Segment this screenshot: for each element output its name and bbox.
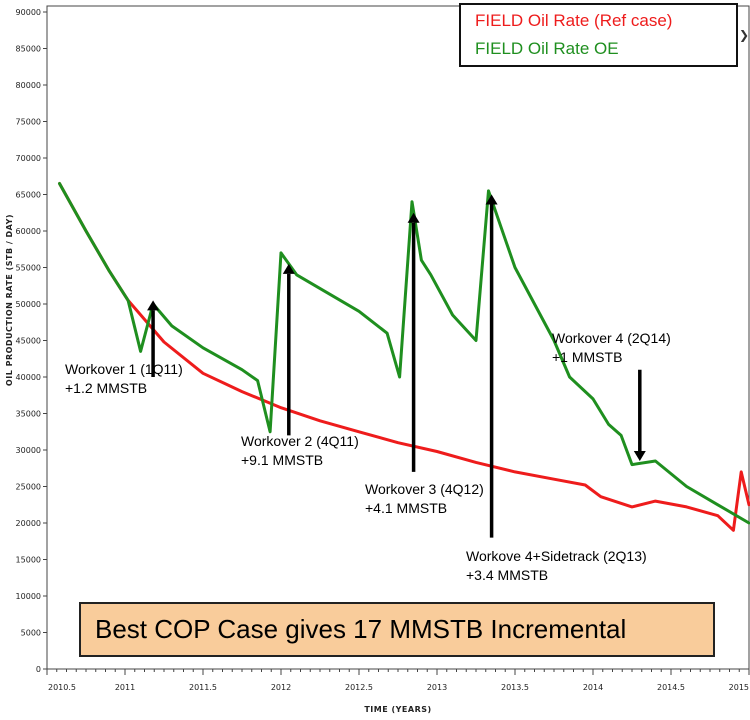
y-tick-label: 45000 xyxy=(16,337,41,346)
annotation-arrowhead xyxy=(485,194,498,205)
svg-text:❯: ❯ xyxy=(739,28,749,42)
x-tick-label: 2015 xyxy=(729,683,749,692)
legend-entry-ref-case: FIELD Oil Rate (Ref case) xyxy=(475,11,673,30)
series-line-ref-case xyxy=(58,182,750,532)
annotation-value: +1 MMSTB xyxy=(552,349,622,365)
plot-area xyxy=(46,5,750,670)
y-tick-label: 55000 xyxy=(16,264,41,273)
x-tick-label: 2013 xyxy=(427,683,447,692)
annotation-arrowhead xyxy=(282,263,295,274)
x-tick-label: 2012.5 xyxy=(345,683,373,692)
annotation-label: Workove 4+Sidetrack (2Q13) xyxy=(466,548,647,564)
x-axis-label: TIME (YEARS) xyxy=(364,705,431,714)
y-tick-label: 10000 xyxy=(16,592,41,601)
x-tick-label: 2012 xyxy=(271,683,291,692)
x-tick-label: 2014 xyxy=(583,683,603,692)
y-tick-label: 50000 xyxy=(16,300,41,309)
legend-entry-oe: FIELD Oil Rate OE xyxy=(475,39,619,58)
y-tick-label: 0 xyxy=(36,665,41,674)
series-group xyxy=(58,182,750,532)
x-tick-label: 2013.5 xyxy=(501,683,529,692)
y-tick-label: 90000 xyxy=(16,8,41,17)
y-tick-label: 40000 xyxy=(16,373,41,382)
annotation-arrowhead xyxy=(633,450,646,461)
annotation-value: +3.4 MMSTB xyxy=(466,567,548,583)
y-tick-label: 75000 xyxy=(16,118,41,127)
x-tick-label: 2010.5 xyxy=(48,683,76,692)
annotation-value: +4.1 MMSTB xyxy=(365,500,447,516)
y-tick-label: 35000 xyxy=(16,410,41,419)
annotation-arrowhead xyxy=(147,300,160,311)
annotation-value: +1.2 MMSTB xyxy=(65,380,147,396)
y-tick-label: 60000 xyxy=(16,227,41,236)
annotation-label: Workover 1 (1Q11) xyxy=(65,361,183,377)
y-tick-label: 15000 xyxy=(16,556,41,565)
x-tick-label: 2011 xyxy=(115,683,135,692)
y-tick-label: 80000 xyxy=(16,81,41,90)
x-tick-label: 2014.5 xyxy=(657,683,685,692)
legend: FIELD Oil Rate (Ref case) FIELD Oil Rate… xyxy=(459,3,738,67)
x-axis: 2010.5 2011 2011.5 2012 2012.5 2013 2013.5 2014… xyxy=(46,669,750,692)
annotation-label: Workover 3 (4Q12) xyxy=(365,481,484,497)
y-axis: 0 5000 10000 15000 20000 25000 30000 35000 40000… xyxy=(16,8,47,674)
y-axis-label: OIL PRODUCTION RATE (STB / DAY) xyxy=(5,214,14,386)
scroll-arrow[interactable]: ❯ xyxy=(739,28,749,42)
annotations: Workover 1 (1Q11) +1.2 MMSTB Workover 2 (4… xyxy=(65,194,671,583)
y-tick-label: 65000 xyxy=(16,191,41,200)
x-tick-label: 2011.5 xyxy=(189,683,217,692)
y-tick-label: 25000 xyxy=(16,483,41,492)
callout-box: Best COP Case gives 17 MMSTB Incremental xyxy=(79,602,715,657)
annotation-label: Workover 2 (4Q11) xyxy=(241,433,359,449)
y-tick-label: 70000 xyxy=(16,154,41,163)
y-tick-label: 20000 xyxy=(16,519,41,528)
annotation-value: +9.1 MMSTB xyxy=(241,452,323,468)
annotation-arrowhead xyxy=(407,212,420,223)
series-line-oe xyxy=(58,182,750,525)
y-tick-label: 85000 xyxy=(16,45,41,54)
y-tick-label: 30000 xyxy=(16,446,41,455)
y-tick-label: 5000 xyxy=(21,629,41,638)
annotation-label: Workover 4 (2Q14) xyxy=(552,330,671,346)
